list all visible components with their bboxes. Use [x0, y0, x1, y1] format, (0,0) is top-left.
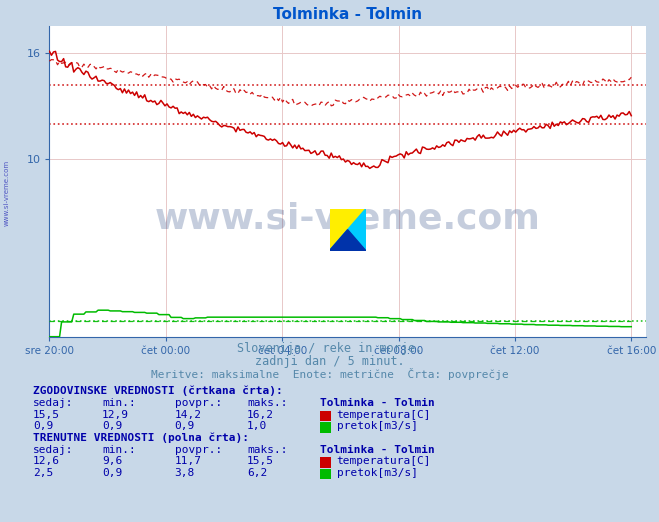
Polygon shape: [330, 209, 366, 251]
Text: sedaj:: sedaj:: [33, 398, 73, 408]
Text: 12,6: 12,6: [33, 456, 60, 466]
Text: 2,5: 2,5: [33, 468, 53, 478]
Text: Tolminka - Tolmin: Tolminka - Tolmin: [320, 398, 434, 408]
Text: 0,9: 0,9: [102, 468, 123, 478]
Text: maks.:: maks.:: [247, 398, 287, 408]
Text: 12,9: 12,9: [102, 410, 129, 420]
Text: 0,9: 0,9: [175, 421, 195, 431]
Text: pretok[m3/s]: pretok[m3/s]: [337, 421, 418, 431]
Text: sedaj:: sedaj:: [33, 445, 73, 455]
Text: temperatura[C]: temperatura[C]: [337, 456, 431, 466]
Text: maks.:: maks.:: [247, 445, 287, 455]
Text: www.si-vreme.com: www.si-vreme.com: [3, 160, 10, 226]
Text: min.:: min.:: [102, 398, 136, 408]
Text: 15,5: 15,5: [247, 456, 274, 466]
Polygon shape: [330, 209, 366, 251]
Text: 16,2: 16,2: [247, 410, 274, 420]
Text: 3,8: 3,8: [175, 468, 195, 478]
Text: ZGODOVINSKE VREDNOSTI (črtkana črta):: ZGODOVINSKE VREDNOSTI (črtkana črta):: [33, 386, 283, 396]
Text: temperatura[C]: temperatura[C]: [337, 410, 431, 420]
Text: 15,5: 15,5: [33, 410, 60, 420]
Polygon shape: [330, 230, 366, 251]
Text: 11,7: 11,7: [175, 456, 202, 466]
Text: 6,2: 6,2: [247, 468, 268, 478]
Text: 14,2: 14,2: [175, 410, 202, 420]
Text: 9,6: 9,6: [102, 456, 123, 466]
Text: 0,9: 0,9: [102, 421, 123, 431]
Text: Slovenija / reke in morje.: Slovenija / reke in morje.: [237, 342, 422, 355]
Text: zadnji dan / 5 minut.: zadnji dan / 5 minut.: [254, 355, 405, 369]
Text: TRENUTNE VREDNOSTI (polna črta):: TRENUTNE VREDNOSTI (polna črta):: [33, 433, 249, 443]
Text: povpr.:: povpr.:: [175, 445, 222, 455]
Text: min.:: min.:: [102, 445, 136, 455]
Text: povpr.:: povpr.:: [175, 398, 222, 408]
Text: Meritve: maksimalne  Enote: metrične  Črta: povprečje: Meritve: maksimalne Enote: metrične Črta…: [151, 368, 508, 380]
Text: www.si-vreme.com: www.si-vreme.com: [155, 201, 540, 235]
Text: Tolminka - Tolmin: Tolminka - Tolmin: [320, 445, 434, 455]
Text: pretok[m3/s]: pretok[m3/s]: [337, 468, 418, 478]
Title: Tolminka - Tolmin: Tolminka - Tolmin: [273, 7, 422, 22]
Text: 0,9: 0,9: [33, 421, 53, 431]
Text: 1,0: 1,0: [247, 421, 268, 431]
